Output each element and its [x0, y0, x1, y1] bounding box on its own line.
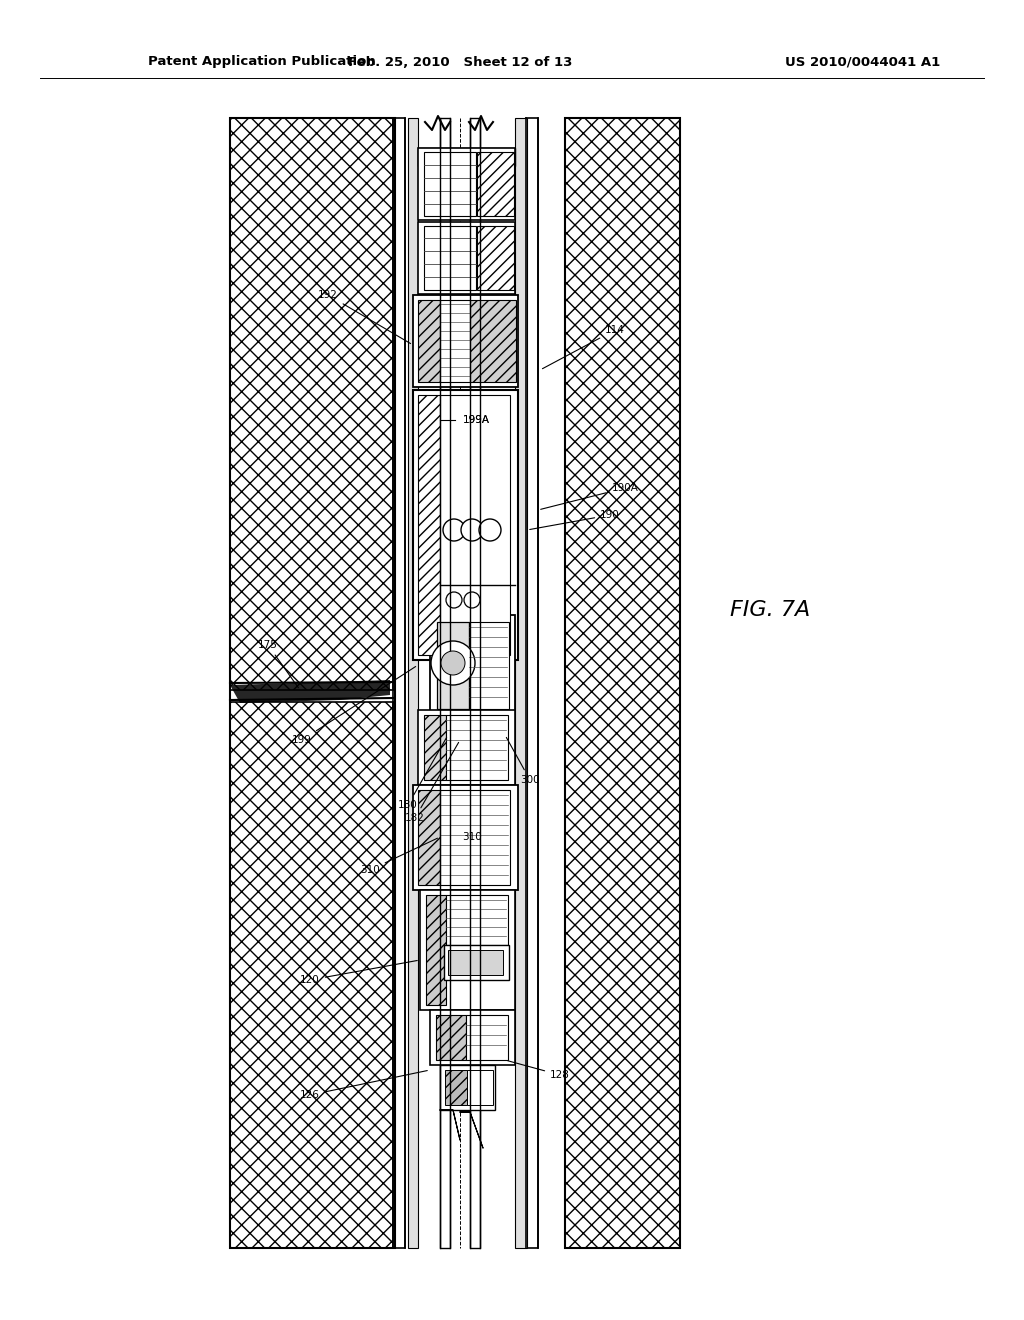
Text: FIG. 7A: FIG. 7A	[730, 601, 810, 620]
Bar	[565, 117, 680, 1247]
Bar	[440, 300, 470, 381]
Bar	[440, 1065, 495, 1110]
Text: 199A: 199A	[463, 414, 489, 425]
Bar	[440, 789, 510, 884]
Circle shape	[464, 591, 480, 609]
Bar	[424, 715, 446, 780]
Bar	[418, 148, 515, 166]
Text: 114: 114	[543, 325, 625, 368]
Bar	[477, 226, 514, 290]
Text: 180: 180	[398, 738, 446, 810]
Bar	[413, 294, 518, 387]
Bar	[230, 117, 395, 1247]
Bar	[393, 117, 406, 1247]
Text: 190: 190	[529, 510, 620, 529]
Text: 182: 182	[406, 742, 459, 822]
Bar	[418, 395, 440, 655]
Polygon shape	[467, 1247, 490, 1280]
Bar	[445, 1071, 467, 1105]
Bar	[418, 222, 515, 294]
Bar	[466, 1015, 508, 1060]
Text: 310: 310	[360, 838, 437, 875]
Circle shape	[479, 519, 501, 541]
Bar	[418, 148, 515, 220]
Bar	[470, 117, 480, 1247]
Text: 120: 120	[300, 961, 417, 985]
Bar	[437, 622, 469, 709]
Bar	[526, 117, 538, 1247]
Text: 199: 199	[292, 667, 416, 744]
Bar	[230, 117, 395, 1247]
Bar	[515, 117, 527, 1247]
Bar	[424, 226, 476, 290]
Circle shape	[443, 519, 465, 541]
Bar	[449, 950, 503, 975]
Text: 128: 128	[508, 1061, 570, 1080]
Bar	[426, 895, 446, 1005]
Polygon shape	[460, 1111, 483, 1148]
Polygon shape	[440, 1110, 460, 1140]
Bar	[467, 1071, 493, 1105]
Text: Feb. 25, 2010   Sheet 12 of 13: Feb. 25, 2010 Sheet 12 of 13	[348, 55, 572, 69]
Bar	[477, 152, 514, 216]
Bar	[446, 895, 508, 945]
Bar	[470, 300, 516, 381]
Text: US 2010/0044041 A1: US 2010/0044041 A1	[784, 55, 940, 69]
Text: 190A: 190A	[541, 483, 638, 510]
Bar	[440, 395, 510, 655]
Bar	[436, 1015, 466, 1060]
Bar	[430, 1010, 515, 1065]
Text: Patent Application Publication: Patent Application Publication	[148, 55, 376, 69]
Bar	[430, 615, 515, 715]
Circle shape	[441, 651, 465, 675]
Bar	[420, 890, 515, 1010]
Bar	[440, 117, 450, 1247]
Bar	[444, 945, 509, 979]
Bar	[418, 789, 440, 884]
Bar	[418, 300, 440, 381]
Text: 192: 192	[318, 290, 411, 343]
Polygon shape	[230, 680, 390, 704]
Bar	[413, 785, 518, 890]
Bar	[565, 117, 680, 1247]
Bar	[446, 715, 508, 780]
Circle shape	[461, 519, 483, 541]
Text: 310: 310	[462, 832, 482, 842]
Bar	[408, 117, 418, 1247]
Circle shape	[446, 591, 462, 609]
Bar	[413, 389, 518, 660]
Bar	[230, 690, 395, 702]
Circle shape	[431, 642, 475, 685]
Polygon shape	[440, 1247, 467, 1278]
Text: 300: 300	[506, 738, 540, 785]
Bar	[469, 622, 509, 709]
Text: 126: 126	[300, 1071, 427, 1100]
Text: 175: 175	[258, 640, 298, 688]
Bar	[418, 710, 515, 785]
Text: 199A: 199A	[463, 414, 489, 425]
Bar	[424, 152, 476, 216]
